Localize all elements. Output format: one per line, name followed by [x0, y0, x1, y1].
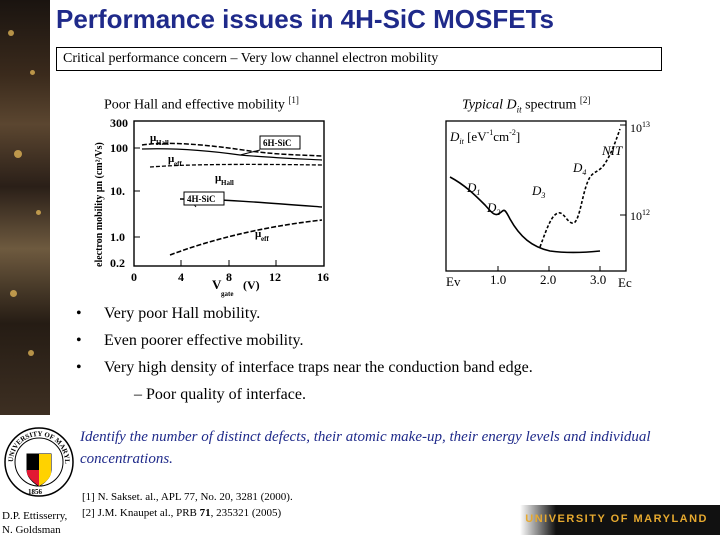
- d4-sub: 4: [582, 168, 586, 177]
- bullet-dot: •: [76, 359, 82, 376]
- label-6h-sic: 6H-SiC: [263, 138, 292, 148]
- x-label-ec: Ec: [618, 275, 632, 290]
- y-tick-top: 1013: [630, 120, 650, 135]
- reference-2-post: , 235321 (2005): [210, 507, 282, 519]
- mu-eff-4h-label: μ: [255, 228, 262, 240]
- d1-label: D1: [466, 180, 480, 197]
- author-line-1: D.P. Ettisserry,: [2, 510, 68, 522]
- y-tick-top-exp: 13: [642, 120, 650, 129]
- y-tick-top-base: 10: [630, 121, 642, 135]
- y-tick-bottom-base: 10: [630, 209, 642, 223]
- dit-unit-post: [eV: [464, 129, 487, 144]
- mobility-axis-ylabel: electron mobility μn (cm²/Vs): [94, 142, 105, 267]
- dit-unit-sub: it: [459, 137, 464, 146]
- concern-box: Critical performance concern – Very low …: [56, 47, 662, 71]
- right-figure-caption: Typical Dit spectrum [2]: [462, 95, 590, 114]
- author-line-2: N. Goldsman: [2, 524, 61, 536]
- mu-hall-4h-sub: Hall: [221, 179, 234, 187]
- bullet-item: • Very poor Hall mobility.: [76, 304, 533, 331]
- mobility-axis-xlabel: V: [212, 277, 222, 292]
- d3-label: D3: [531, 183, 545, 200]
- mu-eff-6h-label: μ: [168, 153, 175, 165]
- ytick-label: 100: [110, 141, 128, 155]
- y-tick-bottom: 1012: [630, 208, 650, 223]
- bullet-dot: •: [76, 305, 82, 322]
- university-seal-logo: UNIVERSITY OF MARYLAND 1856: [3, 424, 74, 497]
- xtick-label: 12: [269, 270, 281, 284]
- nit-label: NIT: [601, 143, 623, 158]
- sub-bullet-item: – Poor quality of interface.: [134, 386, 306, 403]
- bullet-text: Very high density of interface traps nea…: [104, 359, 533, 376]
- bullet-item: • Very high density of interface traps ne…: [76, 358, 533, 385]
- d4-text: D: [572, 160, 583, 175]
- right-caption-ref: [2]: [579, 95, 591, 105]
- x-tick-3: 3.0: [590, 272, 606, 287]
- dit-unit-label: Dit [eV-1cm-2]: [449, 128, 520, 146]
- bullet-text: Very poor Hall mobility.: [104, 305, 261, 322]
- dit-unit-exp1: -1: [487, 128, 494, 137]
- x-tick-2: 2.0: [540, 272, 556, 287]
- reference-2-volume: 71: [199, 507, 211, 519]
- d4-label: D4: [572, 160, 586, 177]
- mobility-axis-xlabel-sub: gate: [221, 290, 233, 298]
- bullet-dot: •: [76, 332, 82, 349]
- d3-text: D: [531, 183, 542, 198]
- decorative-photo-strip: [0, 0, 50, 415]
- footer-banner: UNIVERSITY OF MARYLAND: [520, 505, 720, 535]
- right-caption-post: spectrum: [521, 97, 577, 113]
- reference-2-pre: [2] J.M. Knaupet al., PRB: [82, 507, 200, 519]
- xtick-label: 4: [178, 270, 184, 284]
- mu-eff-6h-sub: eff: [174, 160, 182, 168]
- identify-statement: Identify the number of distinct defects,…: [80, 429, 651, 467]
- mu-hall-6h-label: μ: [150, 132, 157, 144]
- right-caption-sub: it: [516, 104, 522, 115]
- dit-unit-exp2: -2: [509, 128, 516, 137]
- mu-hall-6h-sub: Hall: [156, 139, 169, 147]
- mu-eff-4h-sub: eff: [261, 235, 269, 243]
- xtick-label: 8: [226, 270, 232, 284]
- mu-hall-4h-label: μ: [215, 172, 222, 184]
- reference-1: [1] N. Sakset. al., APL 77, No. 20, 3281…: [82, 491, 293, 503]
- x-tick-1: 1.0: [490, 272, 506, 287]
- d2-sub: 2: [496, 208, 500, 217]
- d2-text: D: [486, 200, 497, 215]
- left-caption-ref: [1]: [288, 95, 299, 105]
- x-label-ev: Ev: [446, 274, 461, 289]
- bullet-list: • Very poor Hall mobility. • Even poorer e…: [76, 304, 533, 412]
- left-figure-caption: Poor Hall and effective mobility [1]: [104, 95, 299, 114]
- dit-unit-pre: D: [449, 129, 460, 144]
- label-4h-sic: 4H-SiC: [187, 194, 216, 204]
- bullet-text: Even poorer effective mobility.: [104, 332, 304, 349]
- right-caption-pre: Typical D: [462, 97, 517, 113]
- footer-banner-text: UNIVERSITY OF MARYLAND: [525, 513, 708, 525]
- left-caption-text: Poor Hall and effective mobility: [104, 97, 285, 113]
- xtick-label: 0: [131, 270, 137, 284]
- dit-unit-end: ]: [516, 129, 520, 144]
- author-credit: D.P. Ettisserry, N. Goldsman: [2, 509, 67, 537]
- mobility-axis-xlabel-unit: (V): [243, 278, 260, 292]
- seal-year: 1856: [28, 488, 43, 496]
- references: [1] N. Sakset. al., APL 77, No. 20, 3281…: [82, 489, 293, 521]
- slide-title: Performance issues in 4H-SiC MOSFETs: [56, 4, 554, 34]
- y-tick-bottom-exp: 12: [642, 208, 650, 217]
- bullet-item: • Even poorer effective mobility.: [76, 331, 533, 358]
- ytick-label: 0.2: [110, 256, 125, 270]
- d2-label: D2: [486, 200, 500, 217]
- dit-unit-mid: cm: [493, 129, 509, 144]
- mobility-figure: 300 100 10. 1.0 0.2 0 4 8 12 16 electron…: [94, 116, 329, 298]
- d1-text: D: [466, 180, 477, 195]
- reference-2: [2] J.M. Knaupet al., PRB 71, 235321 (20…: [82, 505, 293, 521]
- ytick-label: 10.: [110, 184, 125, 198]
- xtick-label: 16: [317, 270, 329, 284]
- ytick-label: 1.0: [110, 230, 125, 244]
- d3-sub: 3: [540, 191, 545, 200]
- d1-sub: 1: [476, 188, 480, 197]
- dit-spectrum-figure: Dit [eV-1cm-2] NIT D1 D2 D3 D4 1013 1012…: [445, 120, 650, 290]
- ytick-label: 300: [110, 116, 128, 130]
